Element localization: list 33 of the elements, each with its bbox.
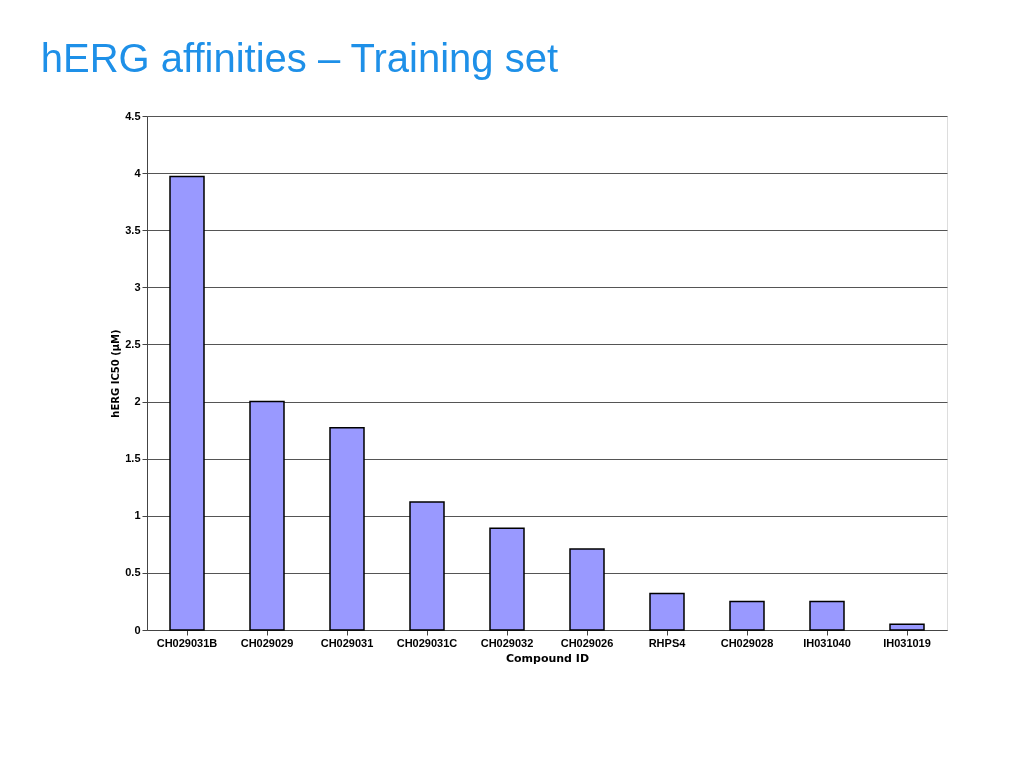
- bar: [569, 548, 605, 631]
- bar: [809, 600, 845, 631]
- y-axis-title: hERG IC50 (μM): [110, 329, 122, 418]
- bar: [169, 175, 205, 631]
- x-axis-title: Compound ID: [505, 651, 590, 665]
- y-tick-label: 1.5: [125, 452, 141, 465]
- bar: [489, 527, 525, 631]
- y-tick-label: 3: [134, 280, 141, 293]
- y-tick-label: 2.5: [125, 337, 141, 350]
- chart-title: hERG affinities – Training set: [40, 36, 559, 80]
- bar: [649, 592, 685, 631]
- x-tick-label: IH031019: [883, 636, 931, 649]
- bar: [249, 400, 285, 631]
- x-tick-label: CH029031: [320, 636, 374, 649]
- x-tick-label: CH029026: [560, 636, 614, 649]
- y-tick-label: 3.5: [125, 223, 141, 236]
- y-tick-label: 4.5: [125, 109, 141, 122]
- y-tick-label: 2: [134, 395, 141, 408]
- x-tick-label: CH029032: [480, 636, 534, 649]
- x-tick-label: CH029029: [240, 636, 294, 649]
- y-tick-label: 0: [134, 623, 141, 636]
- x-tick-label: RHPS4: [648, 636, 687, 649]
- x-tick-label: IH031040: [803, 636, 851, 649]
- x-tick-label: CH029028: [720, 636, 774, 649]
- bar: [329, 427, 365, 631]
- x-tick-label: CH029031B: [156, 636, 218, 649]
- y-tick-label: 4: [134, 166, 142, 179]
- x-tick-label: CH029031C: [396, 636, 458, 649]
- bar: [729, 600, 765, 631]
- bar: [889, 623, 925, 631]
- bar: [409, 501, 445, 631]
- y-tick-label: 0.5: [125, 566, 141, 579]
- y-tick-label: 1: [134, 509, 141, 522]
